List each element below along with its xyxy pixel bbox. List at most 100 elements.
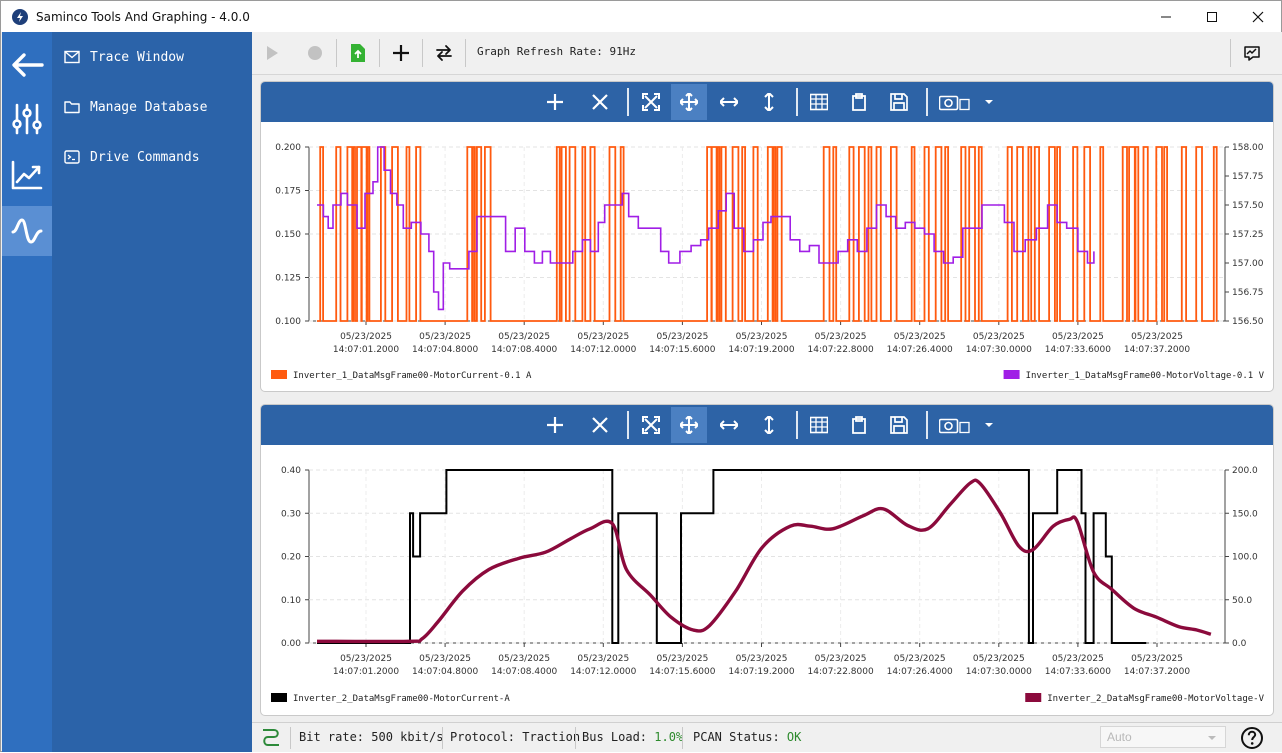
y-left-tick-label: 0.10 <box>281 596 301 606</box>
x-tick-label-time: 14:07:04.8000 <box>412 667 478 677</box>
folder-icon <box>64 101 80 114</box>
vertical-arrows-icon <box>764 416 774 434</box>
export-button[interactable] <box>342 38 374 68</box>
close-button[interactable] <box>1235 1 1281 32</box>
back-arrow-button[interactable] <box>2 40 52 90</box>
graph-trend-button[interactable] <box>2 150 52 200</box>
x-tick-label-time: 14:07:26.4000 <box>887 667 953 677</box>
x-tick-label-time: 14:07:19.2000 <box>728 345 794 355</box>
x-tick-label-time: 14:07:01.2000 <box>333 667 399 677</box>
mode-select[interactable]: Auto <box>1100 726 1226 748</box>
graph-toolbar <box>261 82 1273 122</box>
horizontal-zoom-button[interactable] <box>711 84 747 120</box>
horizontal-arrows-icon <box>720 97 738 107</box>
x-tick-label-date: 05/23/2025 <box>419 332 471 342</box>
y-left-tick-label: 0.100 <box>275 317 301 327</box>
save-button[interactable] <box>881 407 917 443</box>
vertical-zoom-button[interactable] <box>751 84 787 120</box>
x-tick-label-time: 14:07:04.8000 <box>412 345 478 355</box>
swap-button[interactable] <box>428 38 460 68</box>
nav-item-manage-database[interactable]: Manage Database <box>64 95 207 119</box>
series-line <box>317 469 1147 644</box>
nav-item-drive-commands[interactable]: Drive Commands <box>64 145 200 169</box>
x-tick-label-date: 05/23/2025 <box>815 654 867 664</box>
horizontal-zoom-button[interactable] <box>711 407 747 443</box>
table-icon <box>810 416 828 434</box>
save-icon <box>890 416 908 434</box>
minimize-button[interactable] <box>1143 1 1189 32</box>
series-line <box>317 146 1095 311</box>
save-icon <box>890 93 908 111</box>
x-tick-label-time: 14:07:33.6000 <box>1045 345 1111 355</box>
copy-button[interactable] <box>841 84 877 120</box>
help-button[interactable] <box>1240 726 1264 753</box>
x-tick-label-date: 05/23/2025 <box>973 654 1025 664</box>
y-right-tick-label: 150.0 <box>1232 509 1258 519</box>
x-tick-label-date: 05/23/2025 <box>736 332 788 342</box>
graph-2[interactable]: 0.00 0.10 0.20 0.30 0.40 0.0 50.0 100.0 150.0 200… <box>261 445 1274 716</box>
y-right-tick-label: 157.00 <box>1232 259 1264 269</box>
zoom-in-button[interactable] <box>537 407 573 443</box>
save-button[interactable] <box>881 84 917 120</box>
help-icon <box>1241 727 1263 749</box>
zoom-in-button[interactable] <box>537 84 573 120</box>
add-graph-button[interactable] <box>385 38 417 68</box>
x-tick-label-date: 05/23/2025 <box>894 654 946 664</box>
x-tick-label-date: 05/23/2025 <box>340 332 392 342</box>
waveform-button[interactable] <box>2 206 52 256</box>
x-tick-label-time: 14:07:37.2000 <box>1124 667 1190 677</box>
table-view-button[interactable] <box>801 84 837 120</box>
pan-button[interactable] <box>671 84 707 120</box>
terminal-icon <box>64 150 80 164</box>
chevron-down-icon <box>1208 736 1216 740</box>
screenshot-menu-button[interactable] <box>977 407 1001 443</box>
zoom-out-button[interactable] <box>582 84 618 120</box>
nav-item-label: Manage Database <box>90 99 208 115</box>
fit-all-button[interactable] <box>633 84 669 120</box>
screenshot-button[interactable] <box>933 407 977 443</box>
x-tick-label-time: 14:07:22.8000 <box>808 345 874 355</box>
clipboard-icon <box>852 93 866 111</box>
screenshot-menu-button[interactable] <box>977 84 1001 120</box>
popout-chart-button[interactable] <box>1236 38 1268 68</box>
y-right-tick-label: 158.00 <box>1232 143 1264 153</box>
maximize-button[interactable] <box>1189 1 1235 32</box>
caret-down-icon <box>985 100 993 104</box>
pan-button[interactable] <box>671 407 707 443</box>
expand-icon <box>642 416 660 434</box>
camera-icon <box>939 95 970 111</box>
x-tick-label-time: 14:07:30.0000 <box>966 345 1032 355</box>
record-icon <box>308 46 322 60</box>
copy-button[interactable] <box>841 407 877 443</box>
x-tick-label-time: 14:07:12.0000 <box>570 345 636 355</box>
toolbar-separator <box>796 88 798 116</box>
settings-sliders-button[interactable] <box>2 94 52 144</box>
zoom-out-button[interactable] <box>582 407 618 443</box>
legend-label: Inverter_2_DataMsgFrame00-MotorCurrent-A <box>293 694 510 704</box>
plus-icon <box>547 417 563 433</box>
x-tick-label-date: 05/23/2025 <box>498 654 550 664</box>
toolbar-separator <box>926 411 928 439</box>
play-button[interactable] <box>256 38 288 68</box>
graph-1[interactable]: 0.100 0.125 0.150 0.175 0.200 156.50 156.75 157… <box>261 122 1274 392</box>
x-tick-label-date: 05/23/2025 <box>894 332 946 342</box>
stop-button[interactable] <box>299 38 331 68</box>
fit-all-button[interactable] <box>633 407 669 443</box>
x-tick-label-time: 14:07:33.6000 <box>1045 667 1111 677</box>
expand-icon <box>642 93 660 111</box>
table-view-button[interactable] <box>801 407 837 443</box>
vertical-zoom-button[interactable] <box>751 407 787 443</box>
y-left-tick-label: 0.175 <box>275 187 301 197</box>
horizontal-arrows-icon <box>720 420 738 430</box>
screenshot-button[interactable] <box>933 84 977 120</box>
x-tick-label-time: 14:07:19.2000 <box>728 667 794 677</box>
nav-item-trace-window[interactable]: Trace Window <box>64 45 184 69</box>
x-tick-label-time: 14:07:08.4000 <box>491 667 557 677</box>
legend-label: Inverter_1_DataMsgFrame00-MotorVoltage-0… <box>1026 371 1265 381</box>
y-right-tick-label: 156.50 <box>1232 317 1264 327</box>
legend-swatch <box>1003 370 1020 379</box>
plus-icon <box>547 94 563 110</box>
vertical-arrows-icon <box>764 93 774 111</box>
nav-panel: Trace Window Manage Database Drive Comma… <box>52 32 252 752</box>
graph-panel-2: 0.00 0.10 0.20 0.30 0.40 0.0 50.0 100.0 150.0 200… <box>260 404 1274 716</box>
